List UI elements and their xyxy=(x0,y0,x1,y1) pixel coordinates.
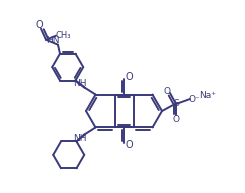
Text: HN: HN xyxy=(46,36,60,45)
Text: NH: NH xyxy=(73,134,86,143)
Text: O: O xyxy=(163,86,171,96)
Text: O: O xyxy=(125,72,133,82)
Text: Na⁺: Na⁺ xyxy=(199,91,217,101)
Text: CH₃: CH₃ xyxy=(55,31,71,40)
Text: S: S xyxy=(173,100,179,108)
Text: NH: NH xyxy=(73,79,86,88)
Text: O⁻: O⁻ xyxy=(188,95,200,103)
Text: O: O xyxy=(172,114,180,124)
Text: O: O xyxy=(125,141,133,151)
Text: O: O xyxy=(35,20,43,30)
